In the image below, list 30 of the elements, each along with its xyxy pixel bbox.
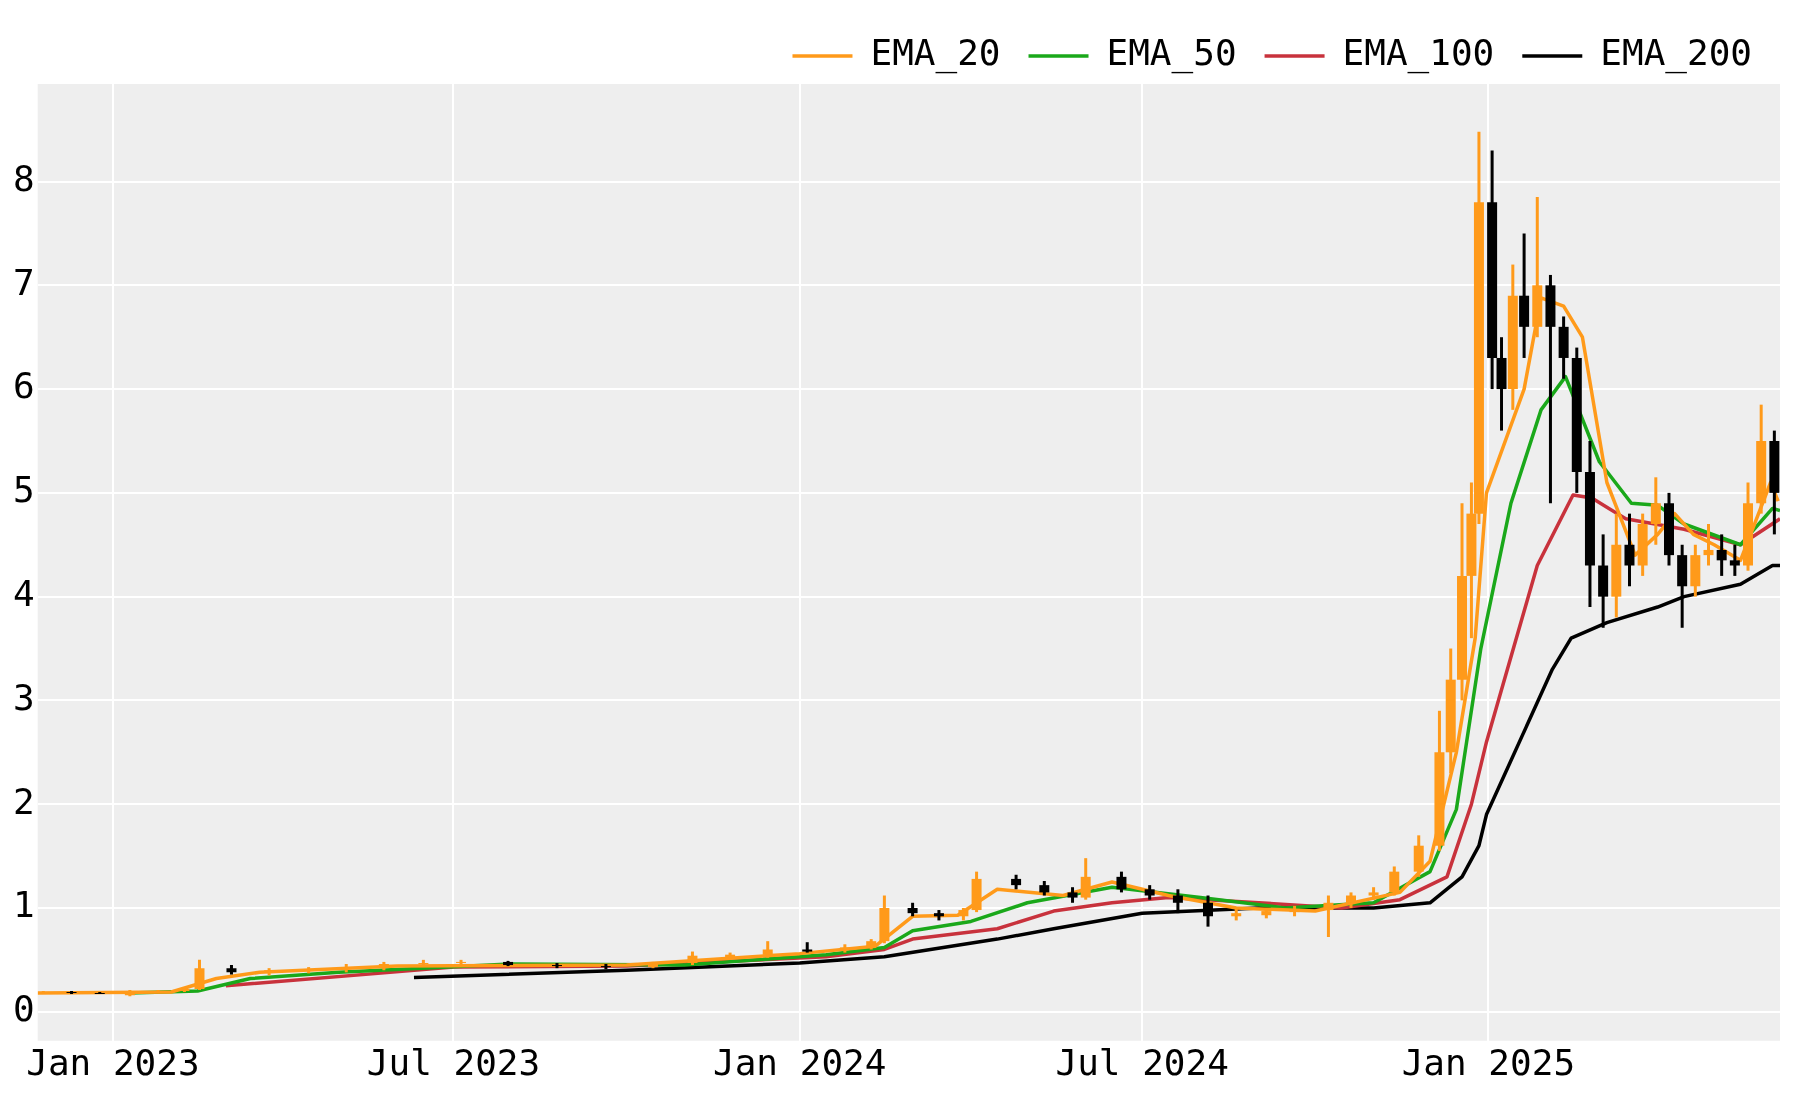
legend-label: EMA_20 — [870, 32, 1001, 75]
candlestick — [1703, 524, 1714, 566]
y-tick-label: 2 — [12, 780, 35, 822]
y-tick-label: 8 — [12, 157, 35, 199]
x-tick-label: Jan 2024 — [713, 1041, 887, 1083]
candlestick — [1624, 513, 1635, 587]
x-tick-label: Jul 2023 — [366, 1041, 541, 1083]
x-tick-label: Jul 2024 — [1055, 1041, 1229, 1083]
x-tick-label: Jan 2023 — [26, 1041, 200, 1083]
legend-label: EMA_100 — [1342, 32, 1495, 75]
y-tick-label: 0 — [12, 988, 35, 1030]
y-tick-label: 3 — [12, 676, 35, 718]
candlestick — [194, 958, 205, 990]
candlestick — [1729, 543, 1740, 576]
x-tick-label: Jan 2025 — [1401, 1041, 1576, 1083]
y-tick-label: 1 — [12, 884, 35, 926]
y-tick-label: 5 — [12, 469, 35, 511]
y-tick-label: 6 — [12, 365, 35, 407]
candlestick — [1080, 858, 1091, 900]
candlestick — [1172, 889, 1183, 915]
y-tick-label: 4 — [12, 573, 35, 614]
candlestick — [1116, 871, 1127, 893]
y-tick-label: 7 — [12, 261, 35, 303]
candlestick — [1716, 534, 1727, 576]
candlestick — [1389, 866, 1400, 896]
candlestick — [1323, 895, 1334, 938]
candlestick — [1203, 895, 1214, 927]
legend-label: EMA_200 — [1600, 32, 1752, 75]
candlestick — [1650, 477, 1661, 545]
legend-label: EMA_50 — [1106, 32, 1237, 75]
